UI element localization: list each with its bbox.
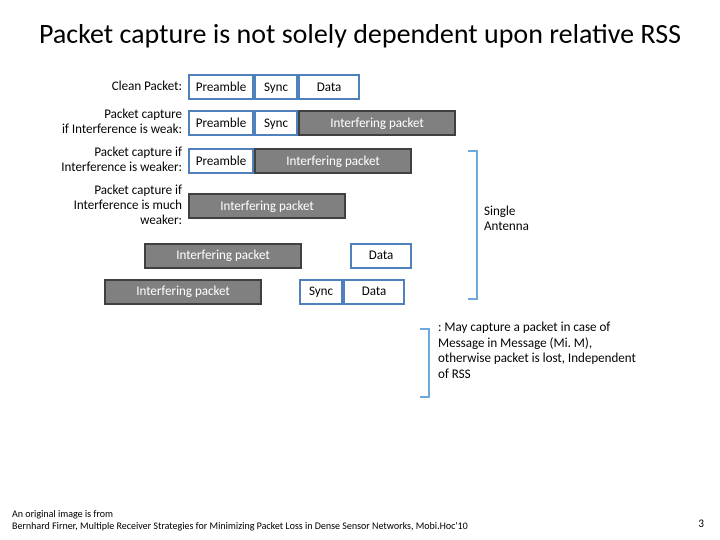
seg-preamble: Preamble	[188, 74, 254, 100]
row4-label: Packet capture ifInterference is much we…	[30, 184, 188, 229]
page-number: 3	[698, 517, 704, 530]
bracket-mim	[420, 328, 430, 398]
seg-data: Data	[298, 74, 360, 100]
row-much-weaker: Packet capture ifInterference is much we…	[30, 184, 690, 229]
seg-preamble: Preamble	[188, 110, 254, 136]
seg-interfering: Interfering packet	[188, 193, 346, 219]
seg-interfering: Interfering packet	[144, 243, 302, 269]
seg-preamble: Preamble	[188, 148, 254, 174]
seg-sync: Sync	[299, 279, 343, 305]
row1-label: Clean Packet:	[30, 80, 188, 95]
footnote: An original image is fromBernhard Firner…	[12, 508, 468, 532]
row2-label: Packet captureif Interference is weak:	[30, 108, 188, 138]
label-single-antenna: SingleAntenna	[484, 205, 529, 235]
row-mim-1: Interfering packet Data	[30, 243, 690, 269]
row-weaker: Packet capture ifInterference is weaker:…	[30, 146, 690, 176]
row-mim-2: Interfering packet Sync Data	[30, 279, 690, 305]
seg-data: Data	[350, 243, 412, 269]
seg-interfering: Interfering packet	[298, 110, 456, 136]
page-title: Packet capture is not solely dependent u…	[30, 18, 690, 50]
bracket-single-antenna	[468, 150, 478, 300]
seg-interfering: Interfering packet	[254, 148, 412, 174]
seg-data: Data	[343, 279, 405, 305]
seg-sync: Sync	[254, 110, 298, 136]
seg-interfering: Interfering packet	[104, 279, 262, 305]
note-mim: : May capture a packet in case of Messag…	[438, 320, 638, 382]
row-clean-packet: Clean Packet: Preamble Sync Data	[30, 74, 690, 100]
row3-label: Packet capture ifInterference is weaker:	[30, 146, 188, 176]
seg-sync: Sync	[254, 74, 298, 100]
row-weak: Packet captureif Interference is weak: P…	[30, 108, 690, 138]
